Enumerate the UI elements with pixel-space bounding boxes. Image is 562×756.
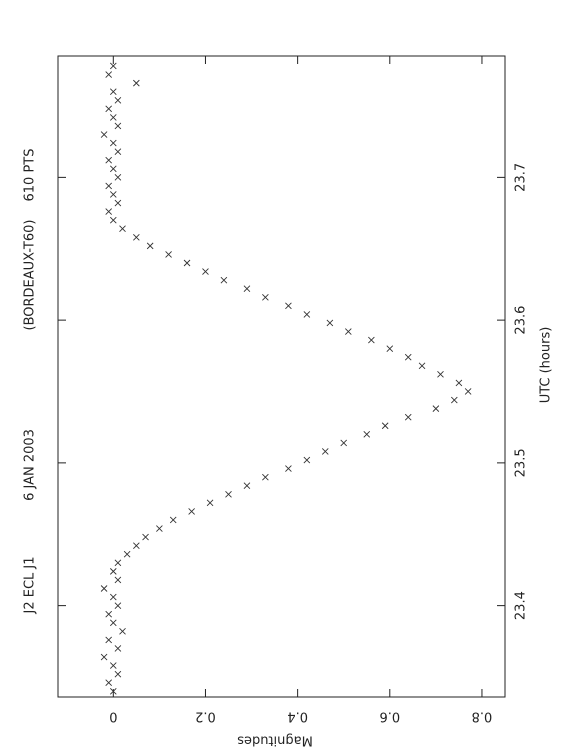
data-point [220,276,228,284]
data-point [464,388,472,395]
data-point [109,62,117,70]
x-tick-label: 23.6 [514,306,529,335]
data-point [133,233,140,241]
data-point [100,131,108,138]
data-point [114,199,122,207]
data-point [188,508,195,515]
data-point [450,396,458,404]
data-point [109,687,117,695]
x-tick-label: 23.5 [514,448,529,477]
data-point [156,525,163,532]
data-point [404,413,412,421]
data-point [142,533,149,541]
y-tick-label: 0 [109,709,117,724]
data-point [109,662,117,669]
title-part: J2 ECL J1 [23,556,38,614]
data-point [206,499,214,507]
title-part: 610 PTS [23,149,38,202]
data-point [368,336,375,344]
data-point [119,225,126,233]
data-point [146,242,154,250]
data-point [114,670,122,678]
data-point [418,362,426,370]
data-point [114,96,122,104]
data-point [109,88,117,96]
data-point [326,319,334,327]
data-point [202,268,209,275]
data-point [109,593,117,601]
data-point [303,311,311,318]
data-point [262,473,269,481]
data-point [262,293,269,301]
data-point [109,139,117,147]
data-point [225,490,232,498]
data-point [285,465,292,472]
data-point [114,576,122,584]
data-point [363,430,371,438]
data-point [109,165,117,173]
data-point [303,456,311,464]
data-point [105,71,113,78]
y-tick-label: 0.4 [287,709,308,724]
data-point [133,79,140,87]
title-part: (BORDEAUX-T60) [23,220,38,331]
data-point [114,148,122,155]
y-tick-label: 0.6 [379,709,400,724]
x-axis-label: UTC (hours) [539,327,554,404]
data-point [105,105,113,113]
data-point [105,610,113,618]
data-point [105,156,113,164]
y-axis-label: Magnitudes [237,733,313,748]
data-point [109,114,117,121]
data-point [119,628,126,635]
data-point [114,645,122,652]
data-point [100,653,108,661]
data-point [243,285,251,293]
title-part: 6 JAN 2003 [23,429,38,501]
y-tick-label: 0.2 [195,709,216,724]
data-point [114,122,122,130]
data-point [133,542,140,549]
x-tick-label: 23.7 [514,163,529,192]
data-point [105,679,113,687]
data-point [340,439,348,447]
x-tick-label: 23.4 [514,591,529,620]
data-point [321,448,329,455]
data-point [109,619,117,627]
data-point [432,405,440,412]
data-point [123,550,131,558]
data-point [285,302,292,310]
data-point [437,371,444,378]
data-point [114,602,122,609]
y-tick-label: 0.8 [472,709,493,724]
data-point [165,251,172,258]
data-point [105,636,113,644]
data-point [100,585,108,592]
data-point [243,482,251,490]
data-point [109,216,117,224]
data-point [114,559,122,567]
data-point [109,191,117,198]
data-point [404,353,412,361]
data-point [114,174,122,181]
data-point [169,516,177,524]
data-point [381,422,389,430]
data-point [455,379,463,387]
data-point [109,568,117,575]
data-point [386,345,394,352]
data-point [183,259,191,267]
data-point [105,208,113,215]
data-point [345,328,352,335]
plot-frame [57,55,506,698]
data-point [105,182,113,190]
